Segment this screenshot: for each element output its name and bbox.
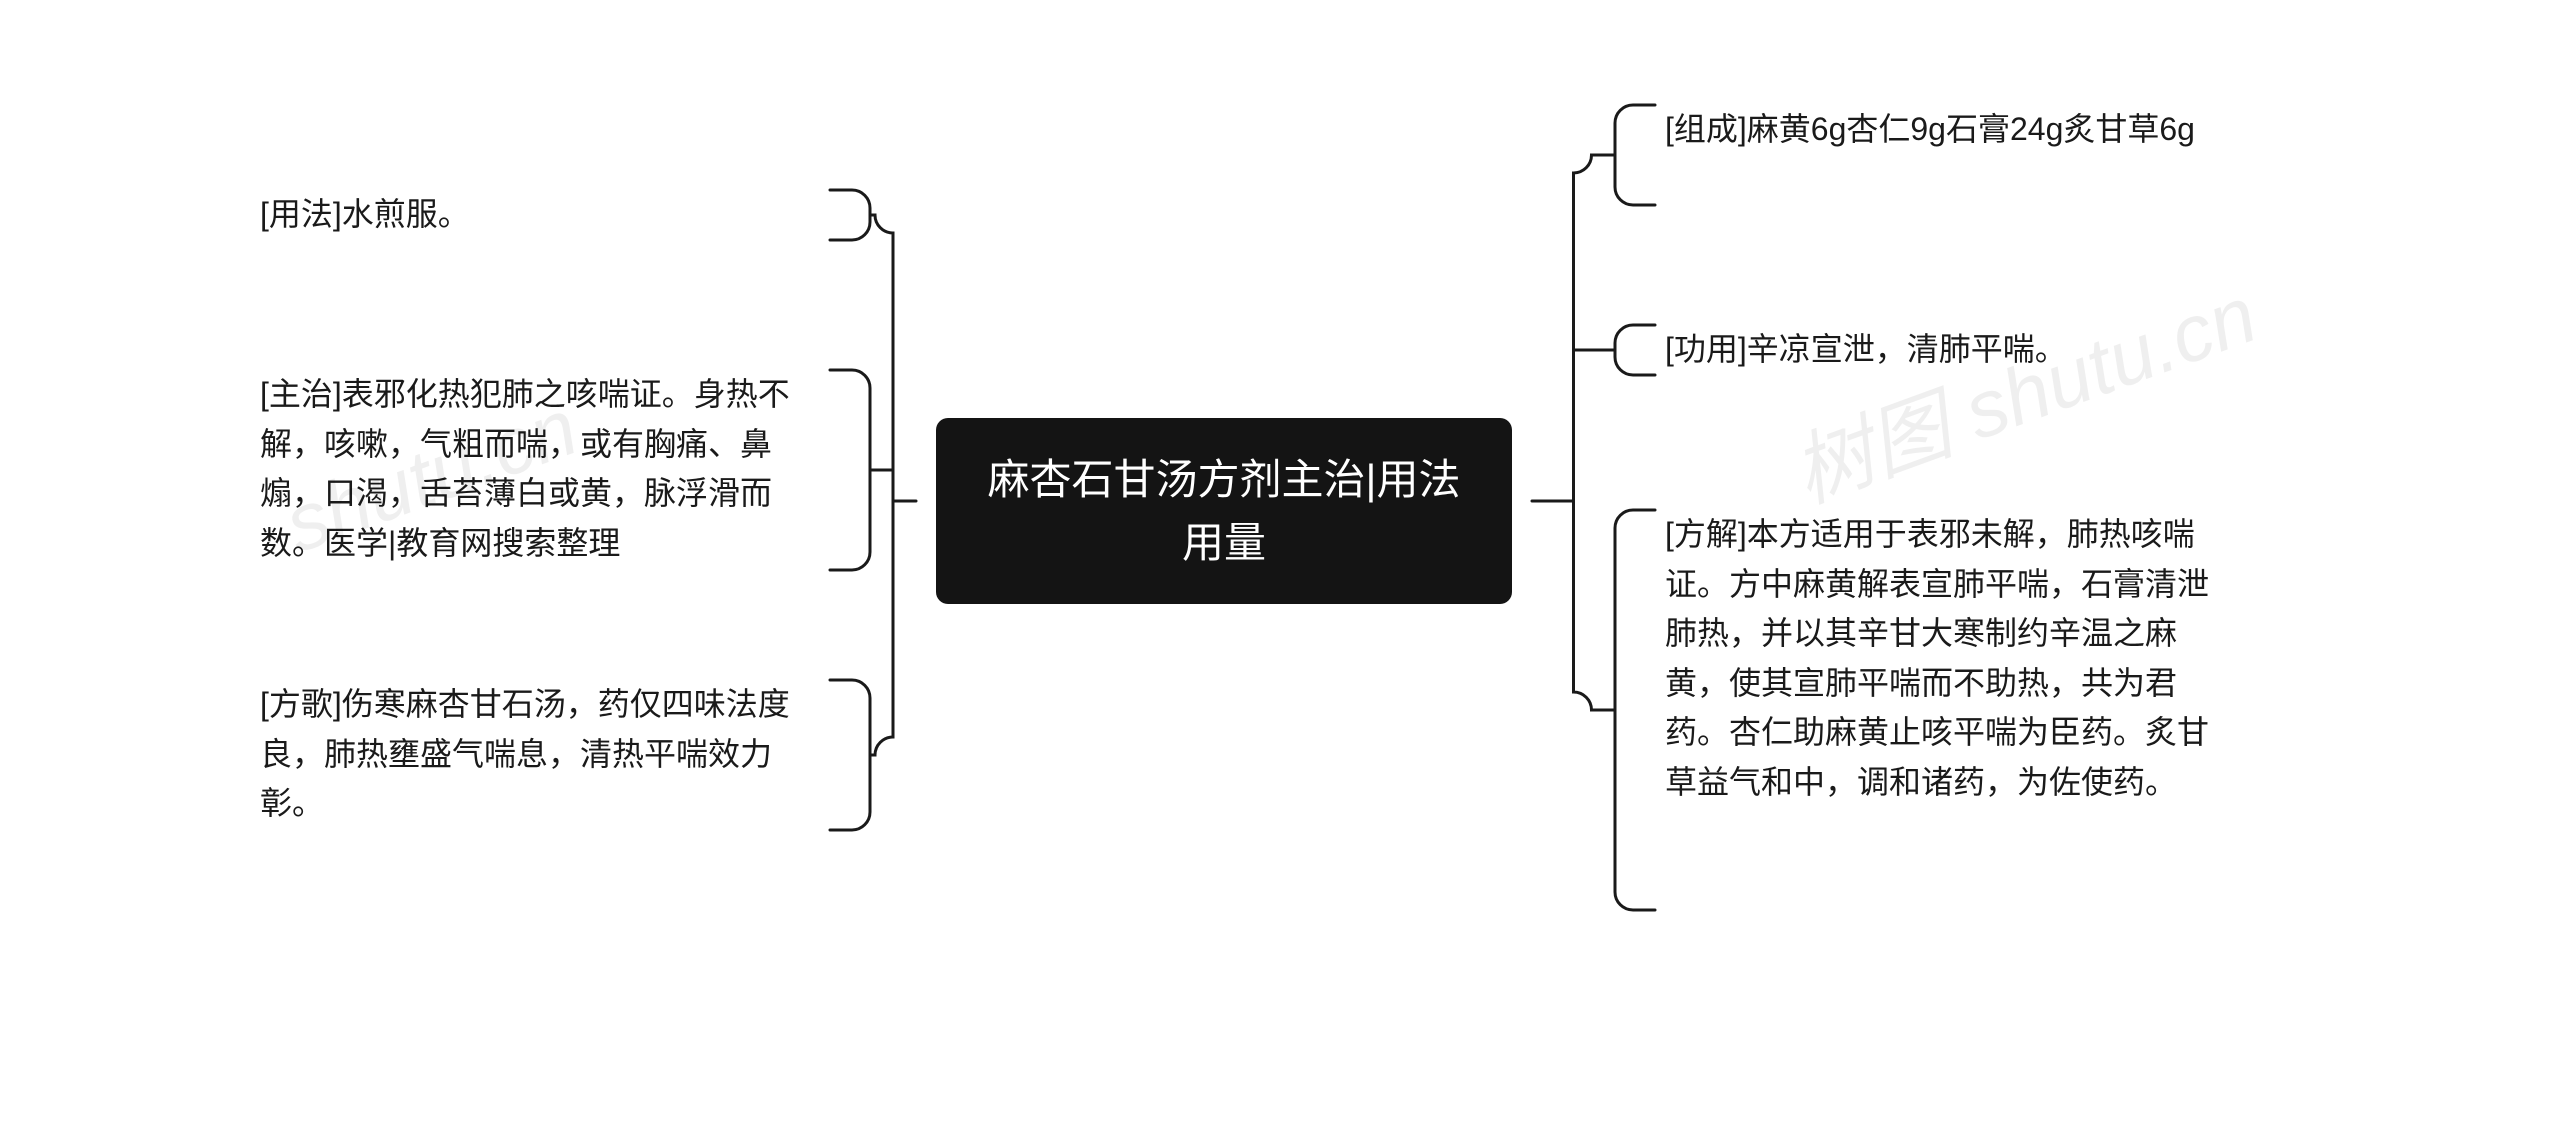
left-leaf-0: [用法]水煎服。 xyxy=(260,190,820,240)
left-leaf-1: [主治]表邪化热犯肺之咳喘证。身热不解，咳嗽，气粗而喘，或有胸痛、鼻煽，口渴，舌… xyxy=(260,370,820,568)
watermark-1: 树图 shutu.cn xyxy=(1775,251,2270,526)
right-leaf-1: [功用]辛凉宣泄，清肺平喘。 xyxy=(1665,325,2225,375)
center-node: 麻杏石甘汤方剂主治|用法 用量 xyxy=(936,418,1512,604)
mindmap-canvas: 麻杏石甘汤方剂主治|用法 用量 [用法]水煎服。 [主治]表邪化热犯肺之咳喘证。身… xyxy=(0,0,2560,1132)
right-leaf-2: [方解]本方适用于表邪未解，肺热咳喘证。方中麻黄解表宣肺平喘，石膏清泄肺热，并以… xyxy=(1665,510,2225,808)
right-leaf-0: [组成]麻黄6g杏仁9g石膏24g炙甘草6g xyxy=(1665,105,2225,155)
center-line1: 麻杏石甘汤方剂主治|用法 xyxy=(976,448,1472,511)
center-line2: 用量 xyxy=(976,511,1472,574)
left-leaf-2: [方歌]伤寒麻杏甘石汤，药仅四味法度良，肺热壅盛气喘息，清热平喘效力彰。 xyxy=(260,680,820,829)
